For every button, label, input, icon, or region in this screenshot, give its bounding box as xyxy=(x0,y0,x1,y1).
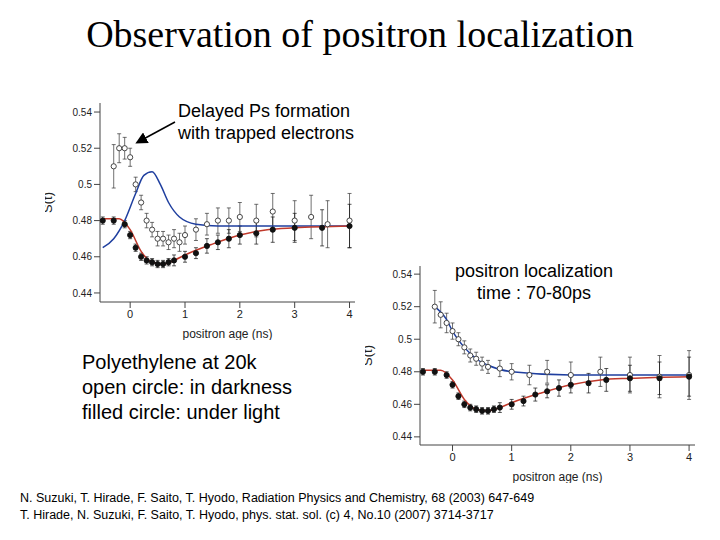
svg-text:0.52: 0.52 xyxy=(393,301,413,312)
svg-text:positron age (ns): positron age (ns) xyxy=(512,470,602,483)
svg-text:0.5: 0.5 xyxy=(398,334,412,345)
svg-text:0.44: 0.44 xyxy=(393,431,413,442)
svg-text:0: 0 xyxy=(127,308,133,320)
svg-text:3: 3 xyxy=(292,308,298,320)
svg-text:0.46: 0.46 xyxy=(73,251,93,262)
svg-text:0.54: 0.54 xyxy=(73,107,93,118)
svg-text:0: 0 xyxy=(449,451,455,463)
html-text:filled circle: under light: filled circle: under light xyxy=(82,401,280,423)
html-text:Delayed Ps formation: Delayed Ps formation xyxy=(178,101,351,121)
html-text:N. Suzuki, T. Hirade, F. Saito: N. Suzuki, T. Hirade, F. Saito, T. Hyodo… xyxy=(20,491,535,505)
svg-text:positron age (ns): positron age (ns) xyxy=(182,327,272,340)
svg-text:0.48: 0.48 xyxy=(393,366,413,377)
svg-text:0.48: 0.48 xyxy=(73,215,93,226)
svg-text:S(t): S(t) xyxy=(45,192,55,213)
svg-text:0.5: 0.5 xyxy=(78,179,92,190)
html-text:open circle: in darkness: open circle: in darkness xyxy=(82,376,293,398)
html-text:positron localization: positron localization xyxy=(455,261,614,281)
svg-text:S(t): S(t) xyxy=(365,345,375,366)
html-text:with trapped electrons: with trapped electrons xyxy=(178,123,355,143)
svg-text:2: 2 xyxy=(237,308,243,320)
html-text:time : 70-80ps: time : 70-80ps xyxy=(477,283,592,303)
svg-text:4: 4 xyxy=(346,308,352,320)
svg-text:4: 4 xyxy=(686,451,692,463)
svg-text:3: 3 xyxy=(627,451,633,463)
svg-text:2: 2 xyxy=(568,451,574,463)
html-text:Polyethylene at 20k: Polyethylene at 20k xyxy=(82,351,257,373)
svg-text:1: 1 xyxy=(509,451,515,463)
svg-text:0.52: 0.52 xyxy=(73,143,93,154)
svg-text:0.54: 0.54 xyxy=(393,269,413,280)
svg-text:1: 1 xyxy=(182,308,188,320)
html-text:Observation of positron locali: Observation of positron localization xyxy=(86,13,634,55)
svg-text:0.44: 0.44 xyxy=(73,288,93,299)
html-text:T. Hirade, N. Suzuki, F. Saito: T. Hirade, N. Suzuki, F. Saito, T. Hyodo… xyxy=(20,508,494,522)
svg-text:0.46: 0.46 xyxy=(393,399,413,410)
